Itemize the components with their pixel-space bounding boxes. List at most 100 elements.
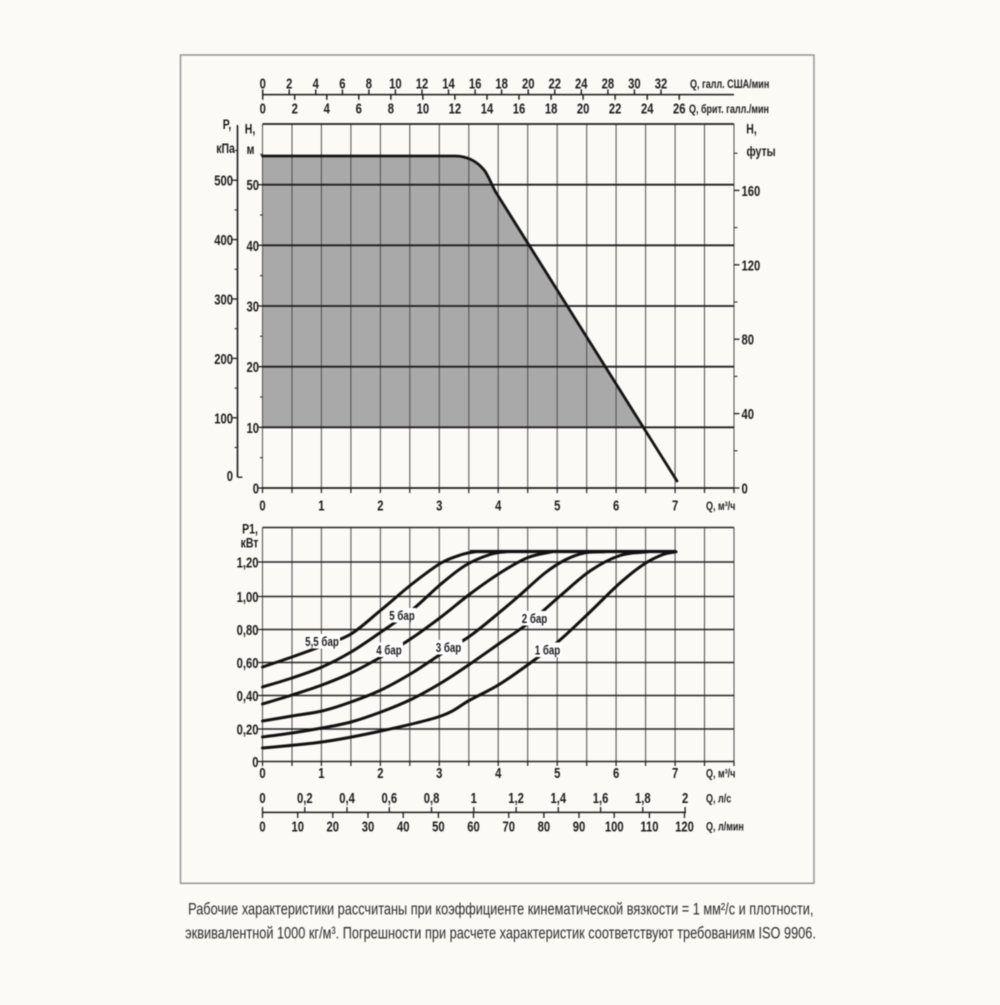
- svg-text:26: 26: [673, 100, 686, 117]
- svg-text:20: 20: [522, 75, 535, 92]
- svg-text:24: 24: [575, 75, 588, 92]
- svg-text:0: 0: [253, 480, 259, 497]
- svg-text:1 бар: 1 бар: [535, 645, 561, 659]
- svg-text:6: 6: [613, 497, 619, 514]
- svg-text:0,40: 0,40: [237, 687, 259, 704]
- svg-text:200: 200: [214, 350, 233, 367]
- svg-text:6: 6: [613, 765, 619, 782]
- svg-text:1,6: 1,6: [593, 789, 609, 806]
- svg-text:2: 2: [682, 789, 688, 806]
- svg-text:22: 22: [609, 100, 622, 117]
- svg-text:Q, брит. галл./мин: Q, брит. галл./мин: [689, 103, 769, 117]
- svg-text:4: 4: [313, 75, 320, 92]
- svg-text:22: 22: [549, 75, 562, 92]
- svg-text:0: 0: [227, 467, 233, 484]
- svg-text:8: 8: [388, 100, 394, 117]
- svg-text:1: 1: [318, 497, 324, 514]
- svg-text:30: 30: [628, 75, 641, 92]
- svg-text:24: 24: [641, 100, 654, 117]
- svg-text:Q, л/мин: Q, л/мин: [706, 821, 744, 835]
- svg-text:160: 160: [742, 182, 761, 199]
- svg-text:0: 0: [259, 765, 265, 782]
- svg-text:1,2: 1,2: [508, 789, 524, 806]
- svg-text:5 бар: 5 бар: [389, 610, 415, 624]
- svg-text:0: 0: [260, 75, 266, 92]
- svg-text:0,4: 0,4: [339, 789, 355, 806]
- svg-text:40: 40: [246, 237, 259, 254]
- svg-text:32: 32: [655, 75, 668, 92]
- svg-text:18: 18: [545, 100, 558, 117]
- svg-text:4: 4: [495, 497, 502, 514]
- svg-text:5,5 бар: 5,5 бар: [305, 636, 339, 650]
- svg-text:20: 20: [246, 359, 259, 376]
- svg-text:1,8: 1,8: [635, 789, 651, 806]
- svg-text:3: 3: [436, 765, 442, 782]
- svg-text:4: 4: [324, 100, 331, 117]
- svg-text:500: 500: [214, 172, 233, 189]
- svg-text:10: 10: [417, 100, 430, 117]
- svg-text:6: 6: [339, 75, 345, 92]
- svg-text:100: 100: [214, 410, 233, 427]
- svg-text:4 бар: 4 бар: [376, 645, 402, 659]
- svg-text:20: 20: [577, 100, 590, 117]
- svg-text:2: 2: [286, 75, 292, 92]
- svg-text:5: 5: [554, 497, 560, 514]
- svg-text:P1,: P1,: [242, 521, 258, 537]
- svg-text:16: 16: [513, 100, 526, 117]
- svg-text:18: 18: [495, 75, 508, 92]
- svg-text:4: 4: [495, 765, 502, 782]
- svg-text:40: 40: [742, 406, 755, 423]
- svg-text:0,80: 0,80: [237, 621, 259, 638]
- svg-text:5: 5: [554, 765, 560, 782]
- svg-text:40: 40: [397, 818, 410, 835]
- svg-text:Рабочие характеристики рассчит: Рабочие характеристики рассчитаны при ко…: [188, 900, 813, 919]
- svg-text:50: 50: [246, 177, 259, 194]
- svg-text:0,60: 0,60: [237, 654, 259, 671]
- svg-text:0,20: 0,20: [237, 721, 259, 738]
- svg-text:12: 12: [416, 75, 429, 92]
- svg-text:60: 60: [467, 818, 480, 835]
- svg-text:70: 70: [502, 818, 515, 835]
- svg-text:H,: H,: [746, 121, 757, 137]
- svg-text:90: 90: [573, 818, 586, 835]
- svg-text:0: 0: [260, 100, 266, 117]
- svg-text:50: 50: [432, 818, 445, 835]
- svg-text:10: 10: [291, 818, 304, 835]
- svg-text:Q, галл. США/мин: Q, галл. США/мин: [690, 78, 769, 92]
- svg-text:100: 100: [605, 818, 624, 835]
- svg-text:эквивалентной 1000 кг/м³. Погр: эквивалентной 1000 кг/м³. Погрешности пр…: [185, 924, 816, 943]
- svg-text:1,00: 1,00: [237, 588, 259, 605]
- svg-text:2: 2: [292, 100, 298, 117]
- svg-text:20: 20: [327, 818, 340, 835]
- svg-text:0: 0: [259, 789, 265, 806]
- svg-text:0: 0: [259, 497, 265, 514]
- svg-text:16: 16: [469, 75, 482, 92]
- svg-text:0,6: 0,6: [381, 789, 397, 806]
- svg-text:8: 8: [366, 75, 372, 92]
- svg-text:1: 1: [318, 765, 324, 782]
- svg-text:120: 120: [742, 257, 761, 274]
- svg-text:80: 80: [742, 331, 755, 348]
- svg-text:0: 0: [259, 818, 265, 835]
- svg-text:28: 28: [602, 75, 615, 92]
- svg-text:3 бар: 3 бар: [436, 642, 462, 656]
- svg-text:14: 14: [442, 75, 455, 92]
- svg-text:Q, м³/ч: Q, м³/ч: [706, 767, 735, 781]
- svg-text:300: 300: [214, 291, 233, 308]
- svg-text:400: 400: [214, 232, 233, 249]
- svg-text:7: 7: [672, 497, 678, 514]
- svg-text:H,: H,: [245, 121, 256, 137]
- svg-text:2: 2: [377, 497, 383, 514]
- svg-text:30: 30: [246, 298, 259, 315]
- svg-text:7: 7: [672, 765, 678, 782]
- svg-text:110: 110: [640, 818, 658, 835]
- svg-text:6: 6: [356, 100, 362, 117]
- svg-text:0: 0: [742, 480, 748, 497]
- svg-text:2 бар: 2 бар: [522, 613, 548, 627]
- svg-text:0,8: 0,8: [424, 789, 440, 806]
- svg-text:10: 10: [246, 419, 259, 436]
- svg-text:кПа: кПа: [216, 141, 235, 157]
- svg-text:Q, м³/ч: Q, м³/ч: [706, 500, 735, 514]
- svg-text:футы: футы: [746, 144, 775, 160]
- svg-text:30: 30: [362, 818, 375, 835]
